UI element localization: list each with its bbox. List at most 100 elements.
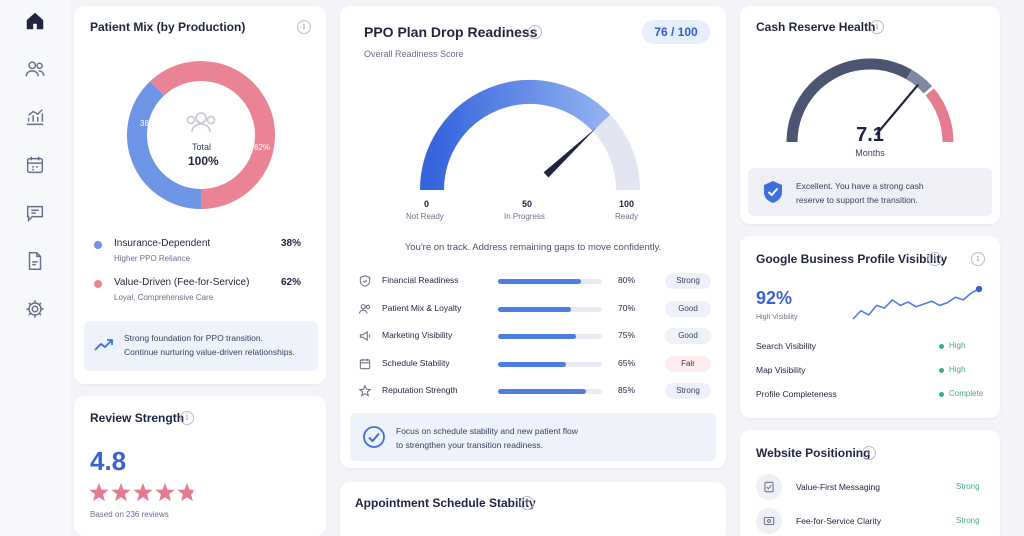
- donut-slice-value-driven: [150, 61, 275, 209]
- trend-up-icon: [94, 339, 113, 351]
- legend-dot-insurance: [94, 241, 102, 249]
- readiness-bar-track: [498, 389, 602, 394]
- legend-label: Value-Driven (Fee-for-Service): [114, 277, 250, 288]
- readiness-row-label: Schedule Stability: [382, 357, 450, 368]
- legend-sub: Loyal, Comprehensive Care: [114, 293, 214, 302]
- readiness-row-value: 80%: [618, 275, 636, 285]
- messages-icon[interactable]: [24, 202, 46, 224]
- legend-dot-value-driven: [94, 280, 102, 288]
- shield-icon: [358, 274, 372, 288]
- readiness-row-value: 70%: [618, 302, 636, 313]
- gbp-value: 92%: [756, 288, 793, 308]
- users-icon: [186, 112, 216, 133]
- calendar-icon: [358, 357, 372, 371]
- readiness-bar-track: [498, 306, 602, 312]
- review-stars: [89, 483, 197, 502]
- readiness-row-label: Patient Mix & Loyalty: [382, 302, 462, 313]
- readiness-bar-fill: [498, 279, 582, 284]
- cash-gauge-needle: [875, 84, 919, 136]
- gbp-row-label: Profile Completeness: [756, 389, 837, 399]
- cash-note-line: reserve to support the transition.: [796, 195, 918, 205]
- legend-value: 62%: [281, 277, 302, 288]
- star-filled: [155, 483, 175, 502]
- donut-slice-insurance: [127, 81, 202, 209]
- cash-gauge-tip-arc: [906, 69, 933, 94]
- gauge-min: 0: [424, 199, 430, 209]
- sidebar: [0, 0, 70, 536]
- card-title: PPO Plan Drop Readiness: [364, 24, 538, 40]
- sparkline-end-dot: [975, 286, 983, 293]
- gauge-needle: [543, 127, 598, 178]
- info-icon[interactable]: i: [297, 20, 311, 34]
- website-row-label: Fee-for-Service Clarity: [796, 516, 882, 526]
- review-score: 4.8: [90, 446, 127, 476]
- home-icon[interactable]: [24, 10, 46, 32]
- readiness-badge: Strong: [665, 383, 711, 399]
- readiness-bar-track: [498, 279, 602, 284]
- info-icon[interactable]: i: [180, 411, 194, 425]
- gauge-mid-label: In Progress: [504, 212, 545, 221]
- readiness-bar-track: [498, 334, 602, 339]
- info-icon[interactable]: i: [862, 446, 876, 460]
- readiness-badge: Good: [665, 328, 711, 344]
- readiness-row-label: Financial Readiness: [382, 275, 459, 285]
- document-icon[interactable]: [24, 250, 46, 272]
- gbp-row-status: High: [949, 365, 966, 374]
- cash-gauge-low-arc: [925, 88, 954, 143]
- calendar-icon[interactable]: [24, 154, 46, 176]
- donut-center-label: Total: [192, 142, 212, 152]
- readiness-bar-fill: [498, 334, 576, 339]
- gauge-min-label: Not Ready: [406, 212, 444, 221]
- readiness-bar-fill: [498, 306, 571, 312]
- website-row-label: Value-First Messaging: [796, 482, 880, 492]
- ppo-message: You're on track. Address remaining gaps …: [404, 242, 662, 253]
- settings-icon[interactable]: [24, 298, 46, 320]
- checklist-icon: [756, 474, 782, 500]
- sparkline-path: [852, 288, 980, 320]
- gauge-max: 100: [619, 199, 635, 209]
- cash-gauge-main-arc: [786, 58, 912, 143]
- donut-center-value: 100%: [188, 154, 219, 168]
- patient-mix-card: Patient Mix (by Production) i 38% 62% To…: [74, 6, 326, 384]
- card-title: Website Positioning: [756, 446, 871, 460]
- ppo-readiness-card: PPO Plan Drop Readiness i Overall Readin…: [340, 6, 726, 468]
- users-icon[interactable]: [24, 58, 46, 80]
- focus-note: Focus on schedule stability and new pati…: [350, 413, 716, 461]
- info-icon[interactable]: i: [971, 252, 985, 266]
- donut-label-insurance: 38%: [140, 119, 156, 128]
- note-line: Continue nurturing value-driven relation…: [124, 347, 296, 357]
- info-icon[interactable]: i: [928, 252, 942, 266]
- analytics-icon[interactable]: [24, 106, 46, 128]
- info-icon[interactable]: i: [520, 496, 534, 510]
- status-dot: [939, 368, 944, 373]
- cash-value: 7.1: [856, 124, 884, 146]
- review-count: Based on 236 reviews: [90, 510, 169, 519]
- star-filled: [177, 483, 193, 502]
- focus-line: Focus on schedule stability and new pati…: [396, 426, 578, 436]
- card-title: Cash Reserve Health: [756, 20, 876, 34]
- info-icon[interactable]: i: [528, 25, 542, 39]
- readiness-row-label: Marketing Visibility: [382, 330, 453, 340]
- card-title: Review Strength: [90, 411, 185, 425]
- cash-gauge: [786, 58, 954, 143]
- shield-check-icon: [764, 181, 782, 203]
- donut-label-value-driven: 62%: [254, 143, 270, 152]
- legend-label: Insurance-Dependent: [114, 238, 211, 249]
- cash-note-line: Excellent. You have a strong cash: [796, 181, 924, 191]
- ppo-subtitle: Overall Readiness Score: [364, 49, 464, 59]
- gbp-row-status: Complete: [949, 389, 984, 398]
- card-icon: [756, 508, 782, 534]
- megaphone-icon: [358, 329, 372, 343]
- readiness-bar-fill: [498, 389, 587, 394]
- gauge-mid: 50: [522, 199, 533, 209]
- card-title: Google Business Profile Visibility: [756, 252, 948, 266]
- patient-mix-note: Strong foundation for PPO transition. Co…: [84, 321, 318, 371]
- readiness-badge: Good: [665, 300, 711, 317]
- gbp-row-label: Map Visibility: [756, 365, 806, 375]
- appointment-card: Appointment Schedule Stability i: [340, 482, 726, 536]
- users-icon: [358, 302, 372, 316]
- check-circle-icon: [363, 426, 385, 448]
- website-row-status: Strong: [956, 482, 980, 491]
- info-icon[interactable]: i: [870, 20, 884, 34]
- gauge-max-label: Ready: [615, 212, 639, 221]
